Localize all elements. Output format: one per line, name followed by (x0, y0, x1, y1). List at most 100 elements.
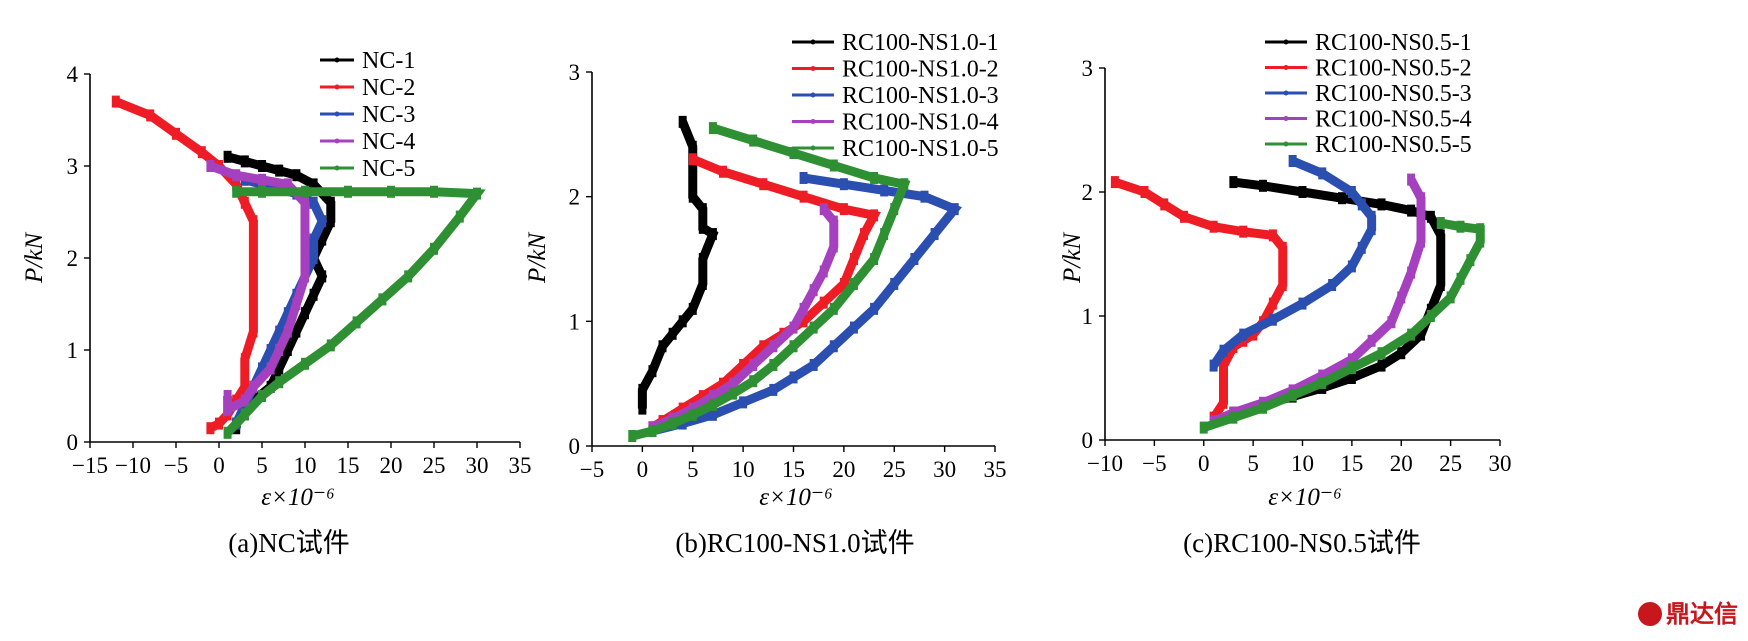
data-point (206, 160, 215, 172)
data-point (829, 240, 838, 253)
data-point (249, 215, 258, 228)
data-point (1397, 291, 1406, 304)
data-point (1229, 411, 1238, 424)
data-point (301, 196, 309, 209)
data-point (829, 215, 838, 228)
data-point (1259, 179, 1267, 192)
x-tick-label: 5 (256, 453, 268, 478)
data-point (301, 242, 309, 255)
data-point (240, 394, 249, 407)
x-tick-label: 30 (1489, 451, 1512, 476)
data-point (378, 293, 387, 306)
data-point (455, 210, 464, 223)
data-point (1219, 378, 1228, 391)
x-tick-label: 25 (423, 453, 446, 478)
series-line-4 (208, 161, 310, 418)
y-tick-label: 2 (1082, 180, 1094, 205)
data-point (849, 253, 858, 265)
data-point (870, 253, 879, 265)
data-point (829, 159, 838, 172)
data-point (266, 362, 275, 375)
data-point (240, 353, 249, 366)
legend-marker-5 (1283, 141, 1289, 147)
legend-label-5: RC100-NS1.0-5 (842, 136, 999, 162)
data-point (146, 109, 155, 122)
data-point (344, 185, 352, 198)
data-point (240, 380, 249, 393)
data-point (1407, 173, 1416, 186)
data-point (301, 215, 309, 228)
data-point (688, 153, 697, 166)
legend-marker-4 (334, 138, 340, 144)
data-point (698, 203, 707, 216)
data-point (1426, 310, 1435, 322)
data-point (708, 228, 717, 241)
series-line-1 (637, 120, 719, 409)
chart-panel-rc100-ns0.5: −10 −5 0 5 10 15 20 25 300123RC100-NS0.5-1RC100-… (1059, 30, 1512, 558)
data-point (275, 376, 284, 389)
data-point (232, 185, 241, 198)
data-point (1318, 369, 1327, 382)
data-point (698, 221, 707, 234)
data-point (809, 358, 818, 371)
data-point (249, 325, 258, 338)
legend-label-4: RC100-NS0.5-4 (1315, 107, 1472, 133)
data-point (809, 284, 818, 297)
legend-label-1: RC100-NS0.5-1 (1315, 30, 1472, 56)
data-point (223, 390, 232, 402)
data-point (1219, 359, 1228, 372)
x-axis-label: ε×10⁻⁶ (759, 484, 833, 511)
data-point (708, 390, 717, 403)
data-point (249, 233, 258, 246)
data-point (829, 340, 838, 353)
data-point (326, 215, 335, 228)
data-point (309, 178, 318, 191)
legend-marker-1 (334, 57, 340, 63)
data-point (223, 403, 232, 416)
data-point (759, 178, 768, 191)
y-tick-label: 3 (1082, 56, 1094, 81)
data-point (900, 178, 909, 191)
y-axis-label: P/kN (21, 232, 48, 284)
y-axis-label: P/kN (1059, 232, 1086, 284)
legend-label-3: RC100-NS1.0-3 (842, 83, 999, 109)
x-tick-label: 20 (380, 453, 403, 478)
data-point (729, 387, 738, 400)
data-point (1417, 235, 1425, 248)
data-point (1268, 313, 1277, 326)
x-tick-label: 5 (1247, 451, 1259, 476)
legend-marker-2 (1283, 65, 1289, 70)
data-point (819, 265, 828, 278)
data-point (1347, 372, 1356, 384)
data-point (708, 122, 717, 135)
data-point (638, 383, 647, 396)
data-point (111, 95, 120, 108)
legend-label-5: RC100-NS0.5-5 (1315, 132, 1472, 158)
data-point (829, 302, 838, 315)
data-point (275, 164, 284, 177)
y-tick-label: 2 (67, 246, 79, 271)
data-point (819, 203, 828, 216)
data-point (301, 270, 309, 283)
x-tick-label: 0 (1198, 451, 1210, 476)
data-point (1417, 210, 1425, 223)
panel-caption: (c)RC100-NS0.5试件 (1183, 528, 1421, 558)
data-point (301, 307, 309, 320)
data-point (215, 417, 223, 430)
legend-label-4: RC100-NS1.0-4 (842, 110, 999, 136)
x-tick-label: 15 (782, 457, 805, 482)
data-point (1180, 210, 1188, 223)
data-point (223, 426, 232, 439)
legend-marker-4 (1283, 116, 1289, 121)
x-tick-label: 20 (1390, 451, 1413, 476)
legend-label-3: RC100-NS0.5-3 (1315, 81, 1472, 107)
data-point (749, 134, 758, 147)
data-point (799, 171, 808, 184)
data-point (275, 362, 284, 375)
data-point (870, 171, 879, 184)
data-point (1436, 229, 1445, 242)
x-tick-label: 10 (732, 457, 755, 482)
data-point (688, 190, 697, 203)
data-point (258, 160, 266, 172)
data-point (1328, 279, 1337, 291)
